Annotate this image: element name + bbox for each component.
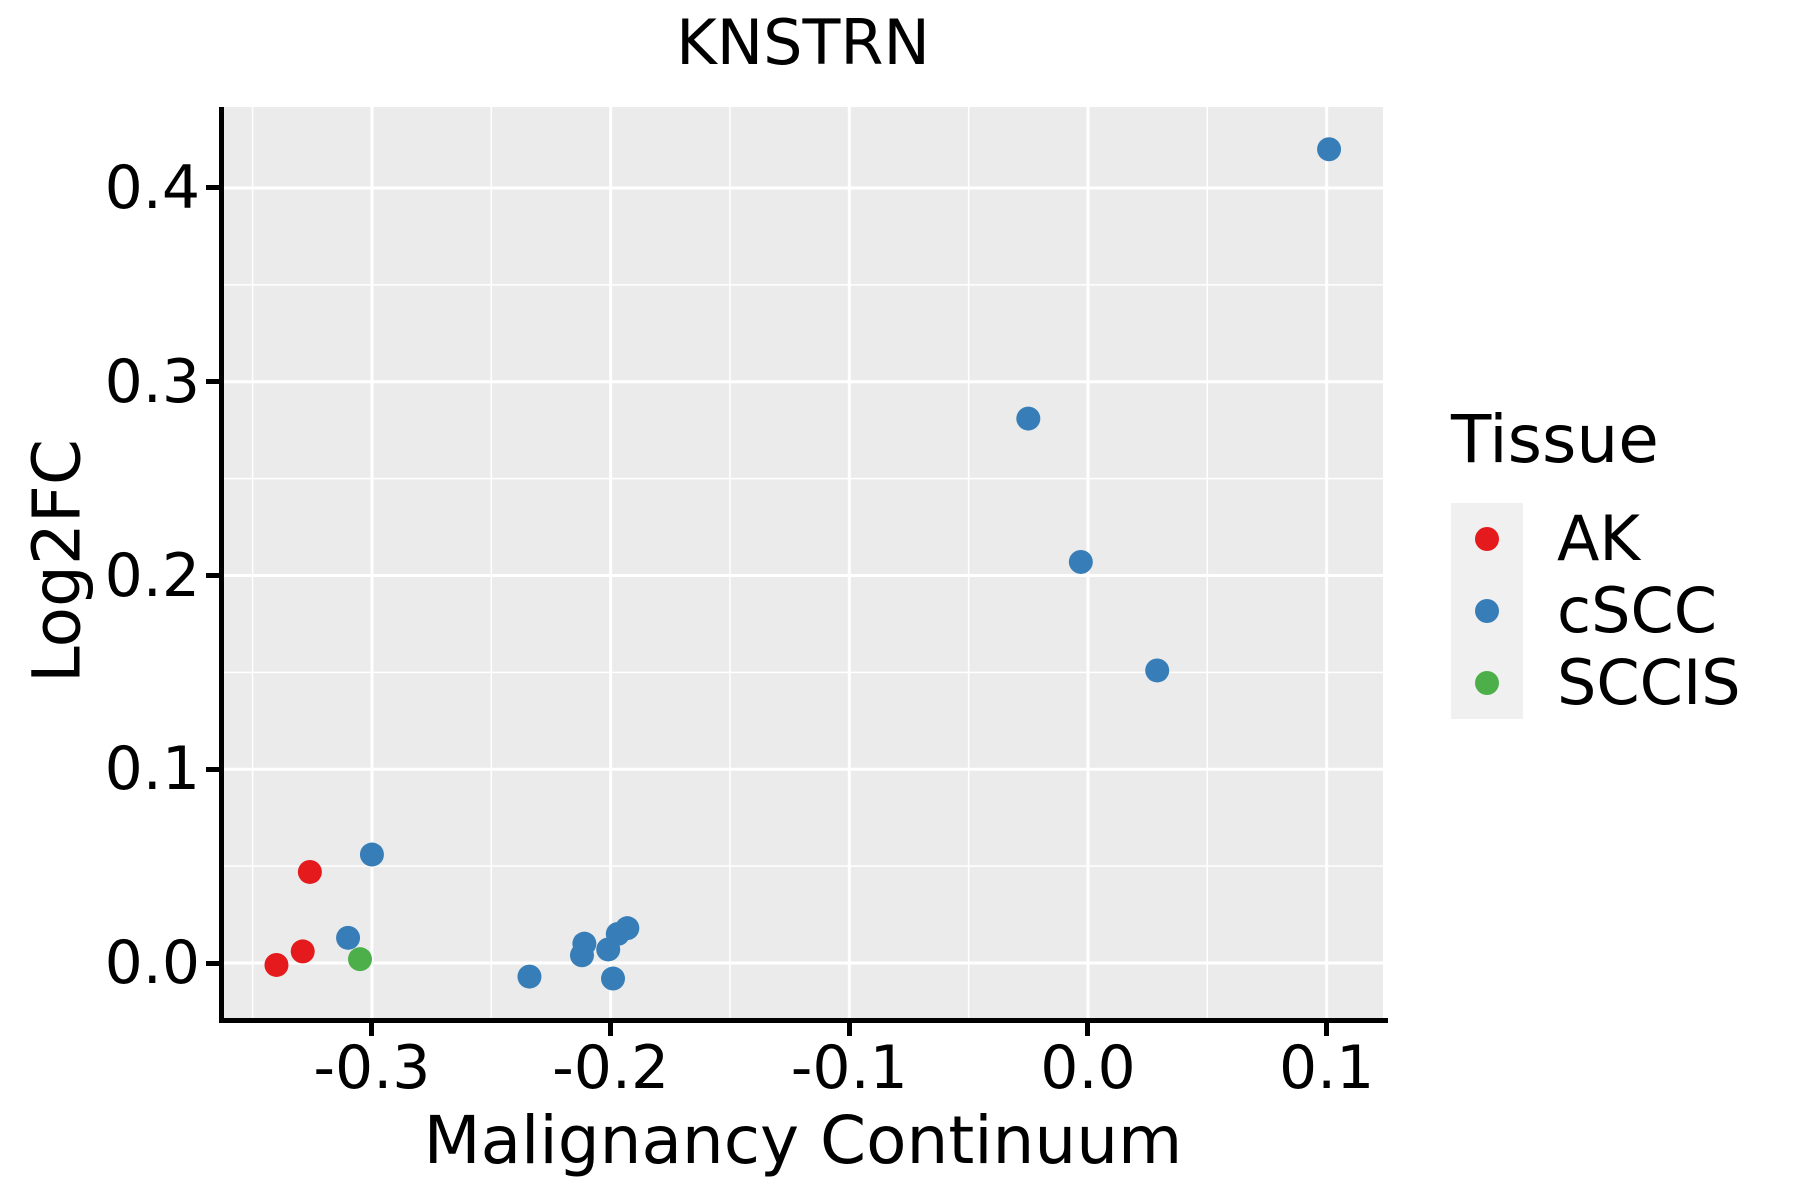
legend-key	[1451, 503, 1523, 576]
y-tick-mark	[206, 185, 219, 191]
y-tick-mark	[206, 379, 219, 385]
x-tick-label: 0.1	[1278, 1033, 1375, 1103]
legend-item-AK: AK	[1451, 502, 1800, 576]
data-point-cSCC	[601, 966, 626, 991]
data-point-cSCC	[572, 931, 597, 956]
x-tick-mark	[369, 1023, 375, 1036]
legend-swatch-AK	[1475, 527, 1499, 552]
data-point-cSCC	[1145, 658, 1170, 683]
data-point-cSCC	[1016, 406, 1041, 431]
legend-items: AK cSCC SCCIS	[1445, 502, 1800, 720]
data-point-SCCIS	[348, 947, 373, 972]
data-point-cSCC	[1317, 137, 1342, 162]
x-tick-mark	[846, 1023, 852, 1036]
legend-item-cSCC: cSCC	[1451, 574, 1800, 648]
data-point-cSCC	[1068, 549, 1093, 574]
y-tick-mark	[206, 766, 219, 772]
x-tick-label: -0.2	[552, 1033, 670, 1103]
legend-item-label: SCCIS	[1557, 646, 1741, 719]
y-axis-label: Log2FC	[18, 439, 96, 683]
legend-item-label: cSCC	[1557, 574, 1718, 647]
data-point-AK	[297, 859, 322, 884]
legend-title: Tissue	[1451, 401, 1659, 478]
legend-item-label: AK	[1557, 502, 1641, 575]
y-tick-label: 0.1	[104, 734, 200, 805]
legend-key	[1451, 575, 1523, 648]
y-tick-mark	[206, 573, 219, 578]
legend-item-SCCIS: SCCIS	[1451, 646, 1800, 720]
legend-swatch-SCCIS	[1475, 671, 1499, 696]
x-axis-label: Malignancy Continuum	[423, 1102, 1183, 1179]
y-tick-label: 0.4	[104, 152, 200, 223]
data-point-cSCC	[517, 964, 542, 989]
legend-swatch-cSCC	[1475, 599, 1499, 624]
x-tick-label: -0.1	[790, 1033, 908, 1103]
data-point-cSCC	[336, 925, 361, 950]
x-tick-mark	[1085, 1023, 1091, 1036]
legend-key	[1451, 647, 1523, 720]
y-axis-line	[219, 107, 224, 1023]
x-tick-mark	[1324, 1023, 1330, 1036]
x-tick-mark	[608, 1023, 614, 1036]
y-tick-label: 0.3	[104, 346, 200, 417]
x-tick-label: -0.3	[313, 1033, 431, 1103]
y-tick-label: 0.0	[104, 928, 200, 999]
legend: Tissue AK cSCC SCCIS	[1445, 400, 1800, 720]
y-tick-label: 0.2	[104, 540, 200, 611]
data-point-AK	[290, 939, 315, 964]
plot-area	[223, 107, 1383, 1020]
y-tick-mark	[206, 960, 219, 966]
data-point-cSCC	[359, 842, 384, 867]
x-axis-line	[219, 1018, 1388, 1023]
data-point-AK	[264, 952, 289, 977]
plot-panel	[223, 107, 1383, 1020]
x-tick-label: 0.0	[1040, 1033, 1136, 1103]
plot-title: KNSTRN	[676, 6, 930, 79]
data-point-cSCC	[615, 916, 640, 941]
